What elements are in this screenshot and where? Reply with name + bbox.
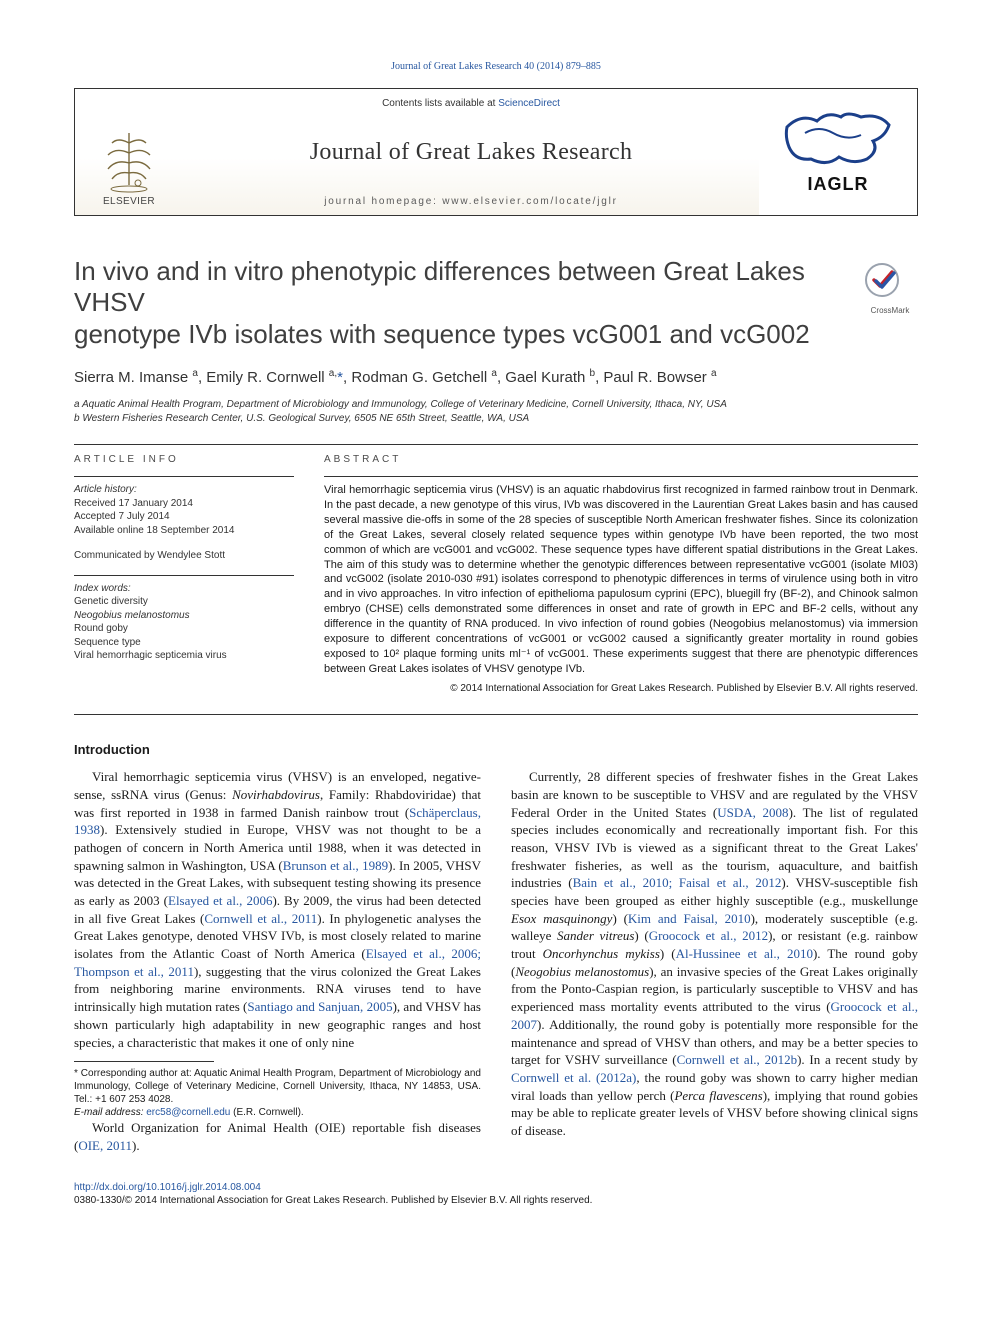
species-italic: Oncorhynchus mykiss xyxy=(543,946,660,961)
keyword-3: Sequence type xyxy=(74,636,294,650)
ref-elsayed[interactable]: Elsayed et al., 2006 xyxy=(168,893,272,908)
intro-para-1: Viral hemorrhagic septicemia virus (VHSV… xyxy=(74,768,481,1051)
journal-name: Journal of Great Lakes Research xyxy=(310,136,633,168)
email-link[interactable]: erc58@cornell.edu xyxy=(146,1107,230,1118)
homepage-line: journal homepage: www.elsevier.com/locat… xyxy=(324,195,617,209)
authors-line: Sierra M. Imanse a, Emily R. Cornwell a,… xyxy=(74,367,918,388)
title-line-2: genotype IVb isolates with sequence type… xyxy=(74,319,810,349)
t: ) ( xyxy=(634,928,648,943)
species-italic: Perca flavescens xyxy=(674,1088,762,1103)
species-italic: Sander vitreus xyxy=(557,928,634,943)
article-info-col: article info Article history: Received 1… xyxy=(74,453,294,696)
email-label: E-mail address: xyxy=(74,1107,146,1118)
lakes-icon xyxy=(783,107,893,169)
rule-top xyxy=(74,444,918,445)
abs-rule xyxy=(324,476,918,477)
elsevier-label: ELSEVIER xyxy=(103,195,155,209)
article-title: In vivo and in vitro phenotypic differen… xyxy=(74,256,850,351)
article-info-heading: article info xyxy=(74,453,294,467)
crossmark-icon xyxy=(862,262,918,302)
genus-italic: Novirhabdovirus xyxy=(232,787,320,802)
keyword-4: Viral hemorrhagic septicemia virus xyxy=(74,649,294,663)
crossmark-label: CrossMark xyxy=(862,306,918,317)
email-suffix: (E.R. Cornwell). xyxy=(230,1107,303,1118)
body-columns: Viral hemorrhagic septicemia virus (VHSV… xyxy=(74,768,918,1154)
abstract-copyright: © 2014 International Association for Gre… xyxy=(324,682,918,696)
info-rule-1 xyxy=(74,476,294,477)
affiliations: a Aquatic Animal Health Program, Departm… xyxy=(74,398,918,426)
history-online: Available online 18 September 2014 xyxy=(74,524,294,538)
ref-alhussinee[interactable]: Al-Hussinee et al., 2010 xyxy=(676,946,813,961)
crossmark-badge[interactable]: CrossMark xyxy=(862,262,918,317)
doi-link[interactable]: http://dx.doi.org/10.1016/j.jglr.2014.08… xyxy=(74,1182,261,1193)
history-accepted: Accepted 7 July 2014 xyxy=(74,510,294,524)
homepage-url[interactable]: www.elsevier.com/locate/jglr xyxy=(442,196,617,207)
top-citation: Journal of Great Lakes Research 40 (2014… xyxy=(74,60,918,74)
ref-oie[interactable]: OIE, 2011 xyxy=(78,1138,132,1153)
intro-para-3: Currently, 28 different species of fresh… xyxy=(511,768,918,1139)
ref-bain-faisal[interactable]: Bain et al., 2010; Faisal et al., 2012 xyxy=(573,875,782,890)
iaglr-logo-cell: IAGLR xyxy=(759,89,917,215)
ref-kim-faisal[interactable]: Kim and Faisal, 2010 xyxy=(628,911,751,926)
elsevier-logo: ELSEVIER xyxy=(102,129,156,209)
homepage-prefix: journal homepage: xyxy=(324,196,442,207)
species-italic: Esox masquinongy xyxy=(511,911,612,926)
iaglr-label: IAGLR xyxy=(808,172,869,196)
ref-groocock-2012[interactable]: Groocock et al., 2012 xyxy=(649,928,768,943)
ref-brunson[interactable]: Brunson et al., 1989 xyxy=(283,858,388,873)
journal-header: ELSEVIER Contents lists available at Sci… xyxy=(74,88,918,216)
ref-cornwell-2012a[interactable]: Cornwell et al. (2012a) xyxy=(511,1070,636,1085)
tree-icon xyxy=(102,129,156,193)
corresponding-footnote: * Corresponding author at: Aquatic Anima… xyxy=(74,1061,481,1119)
iaglr-logo: IAGLR xyxy=(783,107,893,196)
communicated-by: Communicated by Wendylee Stott xyxy=(74,549,294,563)
ref-cornwell-2011[interactable]: Cornwell et al., 2011 xyxy=(204,911,317,926)
t: ). xyxy=(132,1138,140,1153)
index-words-label: Index words: xyxy=(74,582,294,596)
elsevier-logo-cell: ELSEVIER xyxy=(75,89,183,215)
intro-heading: Introduction xyxy=(74,741,918,759)
header-middle: Contents lists available at ScienceDirec… xyxy=(183,89,759,215)
keyword-1: Neogobius melanostomus xyxy=(74,609,294,623)
ref-usda[interactable]: USDA, 2008 xyxy=(717,805,788,820)
title-line-1: In vivo and in vitro phenotypic differen… xyxy=(74,256,805,318)
affil-a: a Aquatic Animal Health Program, Departm… xyxy=(74,398,918,412)
abstract-text: Viral hemorrhagic septicemia virus (VHSV… xyxy=(324,483,918,676)
contents-line: Contents lists available at ScienceDirec… xyxy=(382,97,560,111)
contents-prefix: Contents lists available at xyxy=(382,98,498,109)
issn-copyright: 0380-1330/© 2014 International Associati… xyxy=(74,1194,918,1208)
t: ) ( xyxy=(612,911,627,926)
abstract-col: abstract Viral hemorrhagic septicemia vi… xyxy=(324,453,918,696)
doi-block: http://dx.doi.org/10.1016/j.jglr.2014.08… xyxy=(74,1181,918,1208)
corresponding-text: * Corresponding author at: Aquatic Anima… xyxy=(74,1067,481,1106)
footnote-rule xyxy=(74,1061,214,1062)
history-label: Article history: xyxy=(74,483,294,497)
t: ). In a recent study by xyxy=(797,1052,918,1067)
ref-cornwell-2012b[interactable]: Cornwell et al., 2012b xyxy=(677,1052,797,1067)
history-received: Received 17 January 2014 xyxy=(74,497,294,511)
ref-santiago[interactable]: Santiago and Sanjuan, 2005 xyxy=(247,999,392,1014)
keyword-2: Round goby xyxy=(74,622,294,636)
t: ) ( xyxy=(660,946,676,961)
info-rule-2 xyxy=(74,575,294,576)
affil-b: b Western Fisheries Research Center, U.S… xyxy=(74,412,918,426)
intro-para-2: World Organization for Animal Health (OI… xyxy=(74,1119,481,1154)
keyword-0: Genetic diversity xyxy=(74,595,294,609)
rule-bottom xyxy=(74,714,918,715)
sciencedirect-link[interactable]: ScienceDirect xyxy=(498,98,560,109)
abstract-heading: abstract xyxy=(324,453,918,467)
species-italic: Neogobius melanostomus xyxy=(515,964,649,979)
